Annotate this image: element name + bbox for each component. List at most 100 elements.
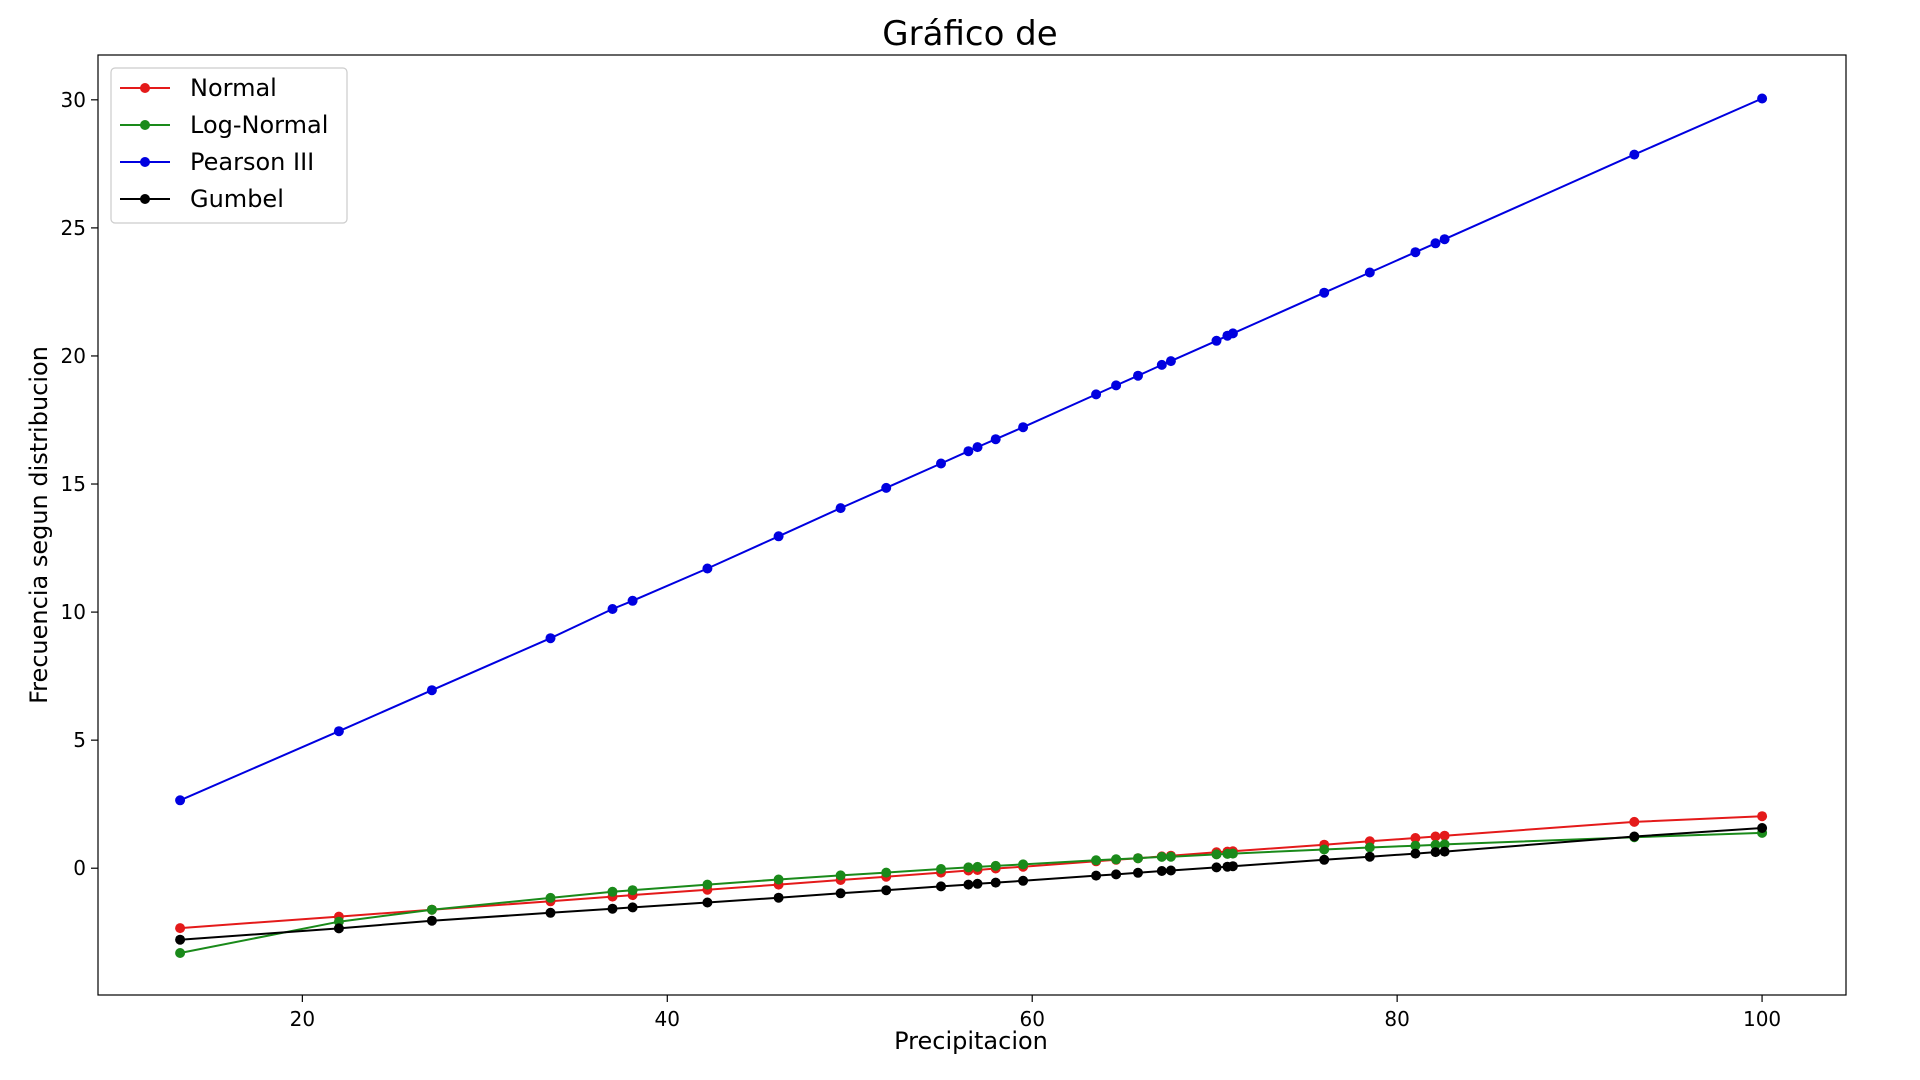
legend: Normal Log-Normal Pearson III Gumbel — [110, 67, 348, 224]
data-point — [1133, 853, 1143, 864]
data-point — [1211, 862, 1222, 873]
data-point — [1133, 867, 1143, 878]
data-point — [175, 795, 186, 806]
legend-entry: Pearson III — [120, 148, 314, 176]
series-2 — [175, 93, 1768, 806]
data-point — [175, 923, 186, 934]
x-tick-label: 40 — [655, 1007, 680, 1031]
data-point — [1629, 149, 1640, 160]
legend-entry: Log-Normal — [120, 111, 328, 139]
data-point — [990, 434, 1001, 445]
data-point — [1165, 356, 1176, 367]
y-axis-label: Frecuencia segun distribucion — [25, 346, 53, 704]
data-point — [1165, 851, 1176, 862]
legend-marker — [140, 194, 150, 204]
data-point — [426, 915, 437, 926]
x-tick-label: 20 — [290, 1007, 315, 1031]
data-point — [627, 902, 638, 913]
axes-frame — [97, 54, 1847, 996]
y-tick-label: 25 — [61, 216, 86, 240]
data-point — [1156, 866, 1167, 876]
data-point — [426, 685, 437, 696]
data-point — [1410, 833, 1421, 843]
data-point — [1430, 831, 1441, 842]
x-axis-label: Precipitacion — [894, 1027, 1048, 1055]
data-point — [1111, 854, 1122, 865]
data-point — [545, 633, 556, 644]
legend-label: Gumbel — [190, 185, 284, 213]
data-point — [1211, 849, 1222, 860]
data-point — [1319, 854, 1330, 865]
x-tick-label: 60 — [1019, 1007, 1044, 1031]
data-point — [1757, 811, 1768, 822]
data-point — [627, 885, 638, 896]
data-point — [773, 874, 784, 885]
data-point — [627, 595, 638, 606]
data-point — [1156, 359, 1167, 370]
x-tick-label: 100 — [1743, 1007, 1781, 1031]
legend-entry: Normal — [120, 74, 277, 102]
data-point — [1629, 831, 1640, 842]
axis-ticks: 20 40 60 80 100 0 5 10 15 20 25 30 — [61, 54, 1847, 1031]
data-point — [333, 726, 344, 737]
data-point — [1439, 234, 1450, 245]
data-point — [1430, 839, 1441, 850]
data-point — [545, 907, 556, 918]
data-point — [881, 482, 892, 493]
x-tick-label: 80 — [1384, 1007, 1409, 1031]
legend-box — [110, 67, 348, 224]
data-point — [1410, 848, 1421, 859]
data-point — [972, 861, 983, 872]
data-point — [1757, 823, 1768, 833]
data-point — [333, 923, 344, 934]
legend-entry: Gumbel — [120, 185, 284, 213]
data-point — [881, 885, 892, 896]
data-point — [773, 892, 784, 903]
data-point — [1430, 847, 1441, 858]
data-point — [1018, 875, 1029, 886]
data-point — [963, 446, 974, 457]
data-point — [1757, 93, 1768, 104]
y-tick-label: 10 — [61, 600, 86, 624]
legend-marker — [140, 83, 150, 93]
data-point — [607, 886, 618, 897]
data-point — [1410, 840, 1421, 851]
data-point — [1319, 287, 1330, 298]
data-point — [1439, 839, 1450, 850]
data-point — [972, 442, 983, 453]
data-point — [1018, 422, 1029, 433]
data-point — [1227, 861, 1238, 872]
data-point — [972, 878, 983, 889]
data-point — [1018, 859, 1029, 870]
y-tick-label: 30 — [61, 88, 86, 112]
data-point — [1319, 844, 1330, 855]
data-point — [1227, 328, 1238, 339]
data-point — [426, 904, 437, 915]
legend-label: Log-Normal — [190, 111, 328, 139]
data-point — [773, 531, 784, 542]
data-point — [1211, 335, 1222, 346]
data-point — [1430, 238, 1441, 249]
y-tick-label: 15 — [61, 472, 86, 496]
data-point — [702, 563, 713, 574]
legend-label: Normal — [190, 74, 277, 102]
data-point — [990, 877, 1001, 888]
data-point — [835, 888, 846, 899]
series-3 — [175, 823, 1768, 945]
chart-title: Gráfico de — [882, 14, 1057, 54]
data-point — [175, 934, 186, 945]
legend-marker — [140, 120, 150, 130]
data-point — [1410, 247, 1421, 258]
data-point — [1091, 870, 1102, 881]
data-point — [835, 503, 846, 514]
data-point — [1364, 267, 1375, 278]
y-tick-label: 20 — [61, 344, 86, 368]
data-point — [963, 879, 974, 890]
y-tick-label: 5 — [73, 728, 86, 752]
data-point — [1629, 816, 1640, 827]
data-point — [881, 867, 892, 878]
data-point — [702, 879, 713, 890]
data-point — [607, 604, 618, 614]
plot-area — [175, 93, 1768, 958]
